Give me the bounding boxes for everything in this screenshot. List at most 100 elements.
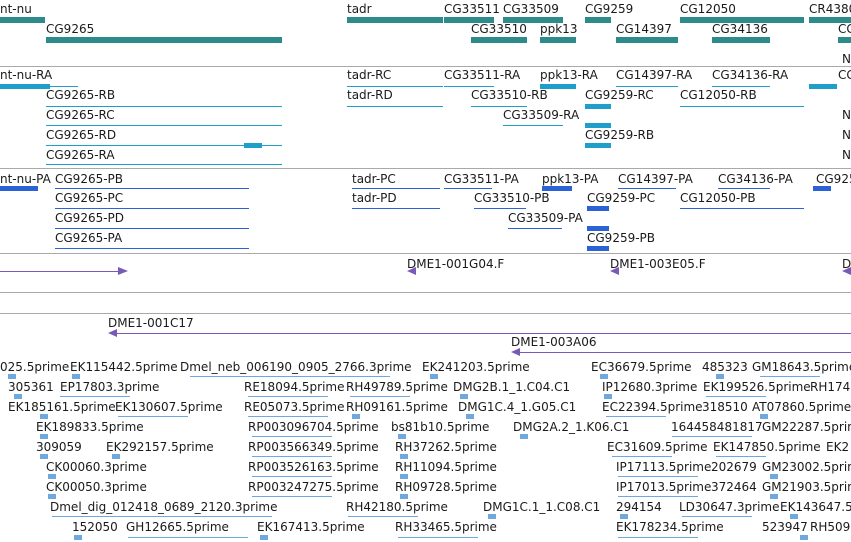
transcript-label[interactable]: CG9265-RA <box>46 148 115 162</box>
protein-label[interactable]: CG9259-PB <box>587 231 656 245</box>
transcript-label[interactable]: CG14397-RA <box>616 68 693 82</box>
est-label[interactable]: DMG2A.2_1.K06.C1 <box>513 420 630 434</box>
est-label[interactable]: EC31609.5prime <box>607 440 708 454</box>
primer-label[interactable]: D <box>842 257 851 271</box>
est-label[interactable]: DMG1C.4_1.G05.C1 <box>458 400 577 414</box>
est-feature[interactable] <box>760 414 768 419</box>
est-feature[interactable] <box>112 454 120 459</box>
protein-label[interactable]: CG33510-PB <box>474 191 550 205</box>
primer-label[interactable]: DME1-003E05.F <box>610 257 706 271</box>
gene-label[interactable]: CG12050 <box>680 2 736 16</box>
est-feature[interactable] <box>48 474 56 479</box>
gene-feature[interactable] <box>680 17 804 23</box>
est-label[interactable]: 202679 <box>711 460 757 474</box>
gene-label[interactable]: CG34136 <box>712 22 768 36</box>
gene-feature[interactable] <box>471 37 527 43</box>
est-label[interactable]: RE05073.5prime <box>244 400 345 414</box>
est-label[interactable]: IP12680.3prime <box>602 380 698 394</box>
gene-label[interactable]: tadr <box>347 2 372 16</box>
est-feature[interactable] <box>716 374 724 379</box>
est-feature[interactable] <box>40 454 48 459</box>
protein-label[interactable]: ppk13-PA <box>542 172 599 186</box>
protein-feature[interactable] <box>813 186 831 191</box>
transcript-label[interactable]: N <box>842 148 851 162</box>
protein-label[interactable]: CG9259-PC <box>587 191 656 205</box>
est-label[interactable]: GH12665.5prime <box>126 520 229 534</box>
gene-feature[interactable] <box>585 17 611 23</box>
transcript-feature[interactable] <box>244 143 262 148</box>
gene-feature[interactable] <box>809 17 851 23</box>
est-label[interactable]: EK241203.5prime <box>422 360 530 374</box>
est-feature[interactable] <box>400 454 408 459</box>
protein-label[interactable]: CG9265-PB <box>55 172 124 186</box>
est-label[interactable]: GM18643.5prime <box>752 360 851 374</box>
transcript-feature[interactable] <box>540 84 576 89</box>
est-label[interactable]: EK115442.5prime <box>70 360 178 374</box>
est-label[interactable]: 294154 <box>616 500 662 514</box>
est-label[interactable]: EK130607.5prime <box>115 400 223 414</box>
gene-label[interactable]: CG925 <box>838 22 851 36</box>
est-label[interactable]: CK00060.3prime <box>46 460 147 474</box>
protein-label[interactable]: CG9265-PD <box>55 211 125 225</box>
est-feature[interactable] <box>352 414 360 419</box>
est-label[interactable]: RP003096704.5prime <box>248 420 379 434</box>
est-feature[interactable] <box>74 535 82 540</box>
arrow-left-icon[interactable] <box>842 267 851 275</box>
est-feature[interactable] <box>260 535 268 540</box>
transcript-label[interactable]: ppk13-RA <box>540 68 598 82</box>
est-feature[interactable] <box>790 514 798 519</box>
transcript-feature[interactable] <box>809 84 837 89</box>
est-label[interactable]: bs81b10.5prime <box>391 420 490 434</box>
gene-feature[interactable] <box>46 37 282 43</box>
protein-feature[interactable] <box>587 246 609 251</box>
est-label[interactable]: RH174 <box>810 380 851 394</box>
est-label[interactable]: RH509 <box>810 520 851 534</box>
primer-label[interactable]: DME1-003A06 <box>511 335 597 349</box>
est-label[interactable]: EK189833.5prime <box>36 420 144 434</box>
gene-label[interactable]: CG33510 <box>471 22 527 36</box>
est-feature[interactable] <box>466 414 474 419</box>
est-label[interactable]: EK178234.5prime <box>616 520 724 534</box>
est-feature[interactable] <box>14 394 22 399</box>
est-label[interactable]: DMG1C.1_1.C08.C1 <box>483 500 601 514</box>
protein-feature[interactable] <box>0 186 38 191</box>
est-label[interactable]: EC22394.5prime <box>602 400 703 414</box>
est-feature[interactable] <box>800 535 808 540</box>
est-label[interactable]: RP003526163.5prime <box>248 460 379 474</box>
protein-label[interactable]: CG12050-PB <box>680 191 756 205</box>
est-feature[interactable] <box>520 434 528 439</box>
transcript-feature[interactable] <box>0 84 50 89</box>
est-label[interactable]: RH49789.5prime <box>346 380 448 394</box>
gene-label[interactable]: CG33511 <box>444 2 500 16</box>
est-label[interactable]: EK292157.5prime <box>106 440 214 454</box>
protein-label[interactable]: nt-nu-PA <box>0 172 51 186</box>
est-label[interactable]: EP17803.3prime <box>60 380 160 394</box>
transcript-label[interactable]: CG925 <box>838 68 851 82</box>
est-label[interactable]: Dmel_neb_006190_0905_2766.3prime <box>180 360 412 374</box>
est-label[interactable]: LD30647.3prime <box>679 500 780 514</box>
est-label[interactable]: 164458481817 <box>671 420 763 434</box>
gene-label[interactable]: nt-nu <box>0 2 32 16</box>
transcript-label[interactable]: N <box>842 108 851 122</box>
arrow-left-icon[interactable] <box>407 267 416 275</box>
transcript-label[interactable]: CG9265-RB <box>46 88 116 102</box>
protein-feature[interactable] <box>587 206 609 211</box>
est-label[interactable]: DMG2B.1_1.C04.C1 <box>453 380 571 394</box>
est-label[interactable]: CK00050.3prime <box>46 480 147 494</box>
est-label[interactable]: GM21903.5prime <box>762 480 851 494</box>
gene-label[interactable]: N <box>842 52 851 66</box>
transcript-label[interactable]: CG9265-RC <box>46 108 115 122</box>
est-feature[interactable] <box>600 374 608 379</box>
gene-feature[interactable] <box>503 17 563 23</box>
est-feature[interactable] <box>400 474 408 479</box>
est-label[interactable]: RE18094.5prime <box>244 380 345 394</box>
est-label[interactable]: 523947 <box>762 520 808 534</box>
protein-feature[interactable] <box>542 186 572 191</box>
gene-feature[interactable] <box>838 37 851 43</box>
protein-label[interactable]: CG33509-PA <box>508 211 583 225</box>
est-label[interactable]: RH42180.5prime <box>346 500 448 514</box>
est-feature[interactable] <box>770 474 778 479</box>
est-label[interactable]: EK199526.5prime <box>703 380 811 394</box>
est-label[interactable]: EK185161.5prime <box>8 400 116 414</box>
est-feature[interactable] <box>770 494 778 499</box>
